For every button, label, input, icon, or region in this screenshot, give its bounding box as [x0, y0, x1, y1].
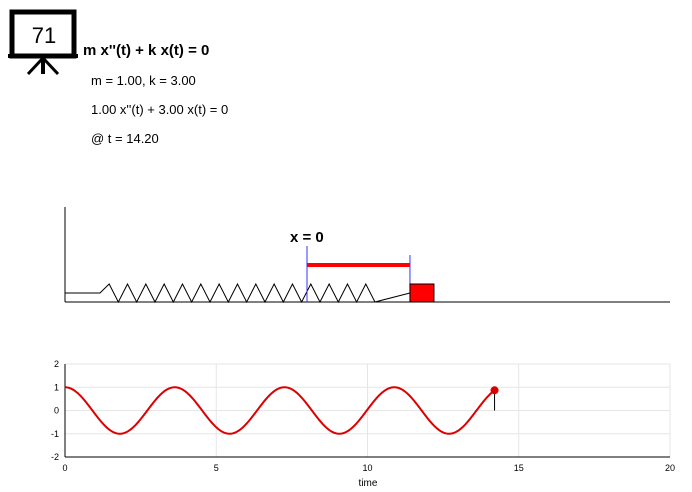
spring-mass-animation	[64, 207, 670, 304]
mass-block[interactable]	[409, 283, 435, 303]
parameters-text: m = 1.00, k = 3.00	[91, 73, 196, 88]
x-tick-label: 0	[62, 463, 67, 473]
equilibrium-label: x = 0	[290, 229, 324, 246]
time-readout: @ t = 14.20	[91, 131, 159, 146]
y-tick-label: 2	[54, 359, 59, 369]
x-axis-label: time	[358, 478, 378, 489]
slide-icon[interactable]: 71	[8, 8, 78, 78]
x-tick-label: 5	[214, 463, 219, 473]
numeric-equation: 1.00 x''(t) + 3.00 x(t) = 0	[91, 102, 229, 117]
displacement-curve	[64, 386, 496, 435]
equation-title: m x''(t) + k x(t) = 0	[83, 42, 210, 59]
y-tick-label: -2	[51, 452, 59, 462]
chart-axes	[64, 364, 670, 458]
slide-number: 71	[31, 23, 57, 48]
current-point	[490, 386, 499, 395]
y-tick-label: 1	[54, 382, 59, 392]
spring	[65, 282, 411, 304]
y-tick-label: -1	[51, 429, 59, 439]
x-tick-label: 20	[665, 463, 675, 473]
x-tick-label: 10	[362, 463, 372, 473]
x-tick-label: 15	[514, 463, 524, 473]
easel-icon	[8, 9, 78, 76]
y-tick-label: 0	[54, 406, 59, 416]
